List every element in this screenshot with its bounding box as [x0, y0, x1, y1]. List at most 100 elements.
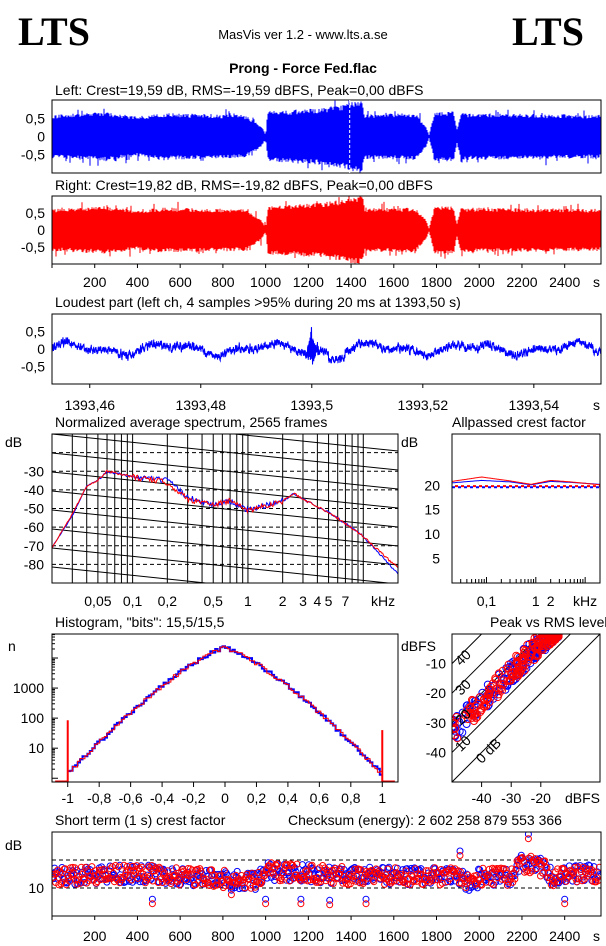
short-term-point — [509, 878, 517, 886]
crest-line-10 — [452, 634, 571, 753]
right-waveform-title: Right: Crest=19,82 dB, RMS=-19,82 dBFS, … — [55, 177, 433, 193]
short-term-point — [213, 881, 221, 889]
peak-rms-point — [494, 669, 503, 678]
short-term-outlier — [524, 835, 532, 843]
short-term-point — [151, 872, 159, 880]
short-term-xtick-label: 1800 — [421, 928, 452, 944]
short-term-point — [427, 875, 434, 883]
loudest-part-frame — [51, 313, 602, 385]
peak-rms-point — [485, 690, 494, 699]
short-term-point — [511, 875, 519, 883]
loudest-part-xtick-label: 1393,54 — [509, 397, 560, 413]
crest-line-label: 30 — [452, 676, 474, 698]
waveform-xtick-label: 1000 — [250, 274, 281, 290]
loudest-part-xtick-label: 1393,46 — [64, 397, 115, 413]
peak-rms-point — [515, 670, 524, 679]
spectrum-ytick-label: -50 — [24, 501, 44, 517]
short-term-point — [106, 865, 114, 873]
peak-rms-point — [497, 680, 506, 689]
short-term-point — [290, 874, 298, 882]
spectrum-ytick-label: -40 — [24, 482, 44, 498]
loudest-part-xtick-label: 1393,48 — [175, 397, 226, 413]
lts-logo-right: LTS — [512, 9, 584, 54]
histogram-xtick-label: 0,4 — [278, 790, 298, 806]
peak-rms-point — [541, 638, 550, 647]
spectrum-xtick-label: 3 — [299, 593, 307, 609]
right-waveform-frame — [51, 195, 602, 265]
short-term-point — [369, 876, 377, 884]
histogram-ytick-label: 10 — [28, 740, 44, 756]
short-term-point — [385, 878, 393, 886]
peak-vs-rms-title: Peak vs RMS level — [490, 614, 606, 630]
short-term-point — [103, 875, 111, 883]
short-term-point — [299, 867, 307, 875]
short-term-point — [320, 868, 328, 875]
short-term-point — [337, 866, 345, 874]
left-waveform-ytick-label: 0,5 — [26, 110, 46, 126]
short-term-point — [360, 874, 368, 882]
waveform-xtick-label: 2200 — [506, 274, 537, 290]
peak-rms-point — [514, 658, 523, 667]
short-term-outlier — [297, 900, 305, 908]
peak-rms-point — [463, 715, 472, 724]
short-term-point — [197, 867, 205, 875]
short-term-point — [77, 863, 85, 871]
left-waveform-title: Left: Crest=19,59 dB, RMS=-19,59 dBFS, P… — [55, 82, 423, 98]
peak-rms-xtick-label: -30 — [501, 790, 521, 806]
short-term-point — [158, 879, 166, 886]
histogram-xtick-label: -0,8 — [87, 790, 111, 806]
histogram-xtick-label: 0,2 — [247, 790, 267, 806]
short-term-outlier — [326, 901, 334, 909]
short-term-point — [260, 872, 268, 880]
short-term-point — [247, 884, 255, 892]
short-term-point — [595, 863, 601, 871]
spectrum-slope-line — [52, 471, 398, 509]
short-term-point — [421, 875, 429, 883]
crest-xtick-label: 0,1 — [477, 593, 497, 609]
peak-rms-point — [503, 664, 512, 673]
short-term-crest-ylabel: dB — [5, 837, 22, 853]
spectrum-xtick-label: 0,05 — [84, 593, 111, 609]
crest-line-0 — [452, 634, 600, 782]
crest-line-40 — [452, 634, 482, 664]
spectrum-slope-line — [52, 339, 398, 375]
short-term-point — [456, 868, 464, 876]
spectrum-xtick-label: 0,2 — [158, 593, 178, 609]
crest-xtick-label: 1 — [532, 593, 540, 609]
peak-vs-rms-xlabel: dBFS — [565, 790, 600, 806]
short-term-xtick-label: 1600 — [378, 928, 409, 944]
short-term-xtick-label: 2400 — [549, 928, 580, 944]
short-term-point — [233, 867, 241, 875]
short-term-point — [86, 872, 94, 880]
short-term-point — [396, 878, 404, 886]
spectrum-slope-line — [229, 434, 398, 452]
peak-rms-point — [452, 731, 459, 740]
short-term-point — [144, 874, 151, 882]
peak-rms-ytick-label: -30 — [426, 715, 446, 731]
short-term-point — [293, 860, 301, 868]
waveform-xtick-label: 200 — [83, 274, 107, 290]
histogram-title: Histogram, "bits": 15,5/15,5 — [55, 614, 225, 630]
left-waveform-ytick-label: 0 — [37, 129, 45, 145]
right-waveform-ytick-label: 0 — [37, 222, 45, 238]
checksum-text: Checksum (energy): 2 602 258 879 553 366 — [288, 812, 562, 828]
short-term-point — [161, 867, 169, 875]
short-term-outlier — [262, 900, 270, 908]
short-term-crest-frame — [51, 831, 602, 917]
spectrum-xtick-label: 0,5 — [203, 593, 223, 609]
spectrum-slope-line — [52, 566, 211, 583]
short-term-point — [282, 860, 290, 868]
waveform-xtick-label: 1800 — [421, 274, 452, 290]
peak-rms-point — [549, 634, 558, 638]
short-term-xtick-label: 800 — [211, 928, 235, 944]
short-term-outlier — [297, 895, 305, 903]
short-term-point — [323, 866, 331, 874]
short-term-point — [66, 877, 73, 885]
peak-rms-ytick-label: -40 — [426, 744, 446, 760]
allpassed-crest-ylabel: dB — [401, 434, 418, 450]
short-term-point — [402, 867, 410, 875]
spectrum-xtick-label: 7 — [342, 593, 350, 609]
spectrum-ytick-label: -60 — [24, 519, 44, 535]
short-term-point — [435, 873, 443, 881]
